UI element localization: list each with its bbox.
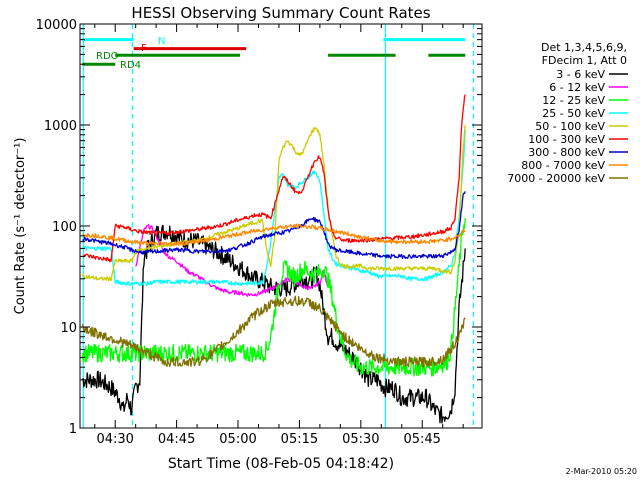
x-tick-label: 05:30: [342, 432, 379, 447]
legend-entry-label: 100 - 300 keV: [528, 133, 605, 146]
y-tick-label: 10: [60, 321, 77, 336]
legend-entry-label: 25 - 50 keV: [542, 107, 605, 120]
series-line-8: [81, 295, 466, 368]
y-axis-label: Count Rate (s⁻¹ detector⁻¹): [13, 138, 28, 315]
flag-label-F: F: [141, 43, 147, 54]
x-tick-label: 04:30: [96, 432, 133, 447]
flag-label-RDO: RDO: [96, 51, 119, 62]
chart-title: HESSI Observing Summary Count Rates: [131, 4, 430, 22]
legend-entry-label: 6 - 12 keV: [549, 81, 605, 94]
x-axis-label: Start Time (08-Feb-05 04:18:42): [168, 456, 394, 472]
series-line-6: [81, 191, 466, 260]
series-line-4: [81, 124, 466, 282]
legend-header-line: FDecim 1, Att 0: [542, 54, 627, 67]
legend-entry-label: 800 - 7000 keV: [521, 159, 605, 172]
flag-label-N: N: [158, 36, 165, 47]
legend-entry-label: 7000 - 20000 keV: [507, 172, 605, 185]
x-tick-label: 05:00: [219, 432, 256, 447]
x-tick-label: 05:45: [403, 432, 440, 447]
series-line-5: [82, 94, 466, 263]
y-tick-label: 100: [52, 220, 77, 235]
y-tick-label: 10000: [36, 18, 77, 33]
footer-timestamp: 2-Mar-2010 05:20: [566, 467, 637, 476]
legend: Det 1,3,4,5,6,9,FDecim 1, Att 03 - 6 keV…: [507, 41, 628, 185]
legend-header-line: Det 1,3,4,5,6,9,: [541, 41, 627, 54]
legend-entry-label: 300 - 800 keV: [528, 146, 605, 159]
series-line-7: [81, 223, 466, 247]
legend-entry-label: 12 - 25 keV: [542, 94, 605, 107]
legend-entry-label: 50 - 100 keV: [535, 120, 605, 133]
y-tick-label: 1: [69, 422, 77, 437]
legend-entry-label: 3 - 6 keV: [556, 68, 605, 81]
y-tick-label: 1000: [44, 119, 77, 134]
series-line-3: [82, 129, 466, 287]
flag-label-RD4: RD4: [120, 60, 141, 71]
x-tick-label: 05:15: [281, 432, 318, 447]
x-tick-label: 04:45: [158, 432, 195, 447]
